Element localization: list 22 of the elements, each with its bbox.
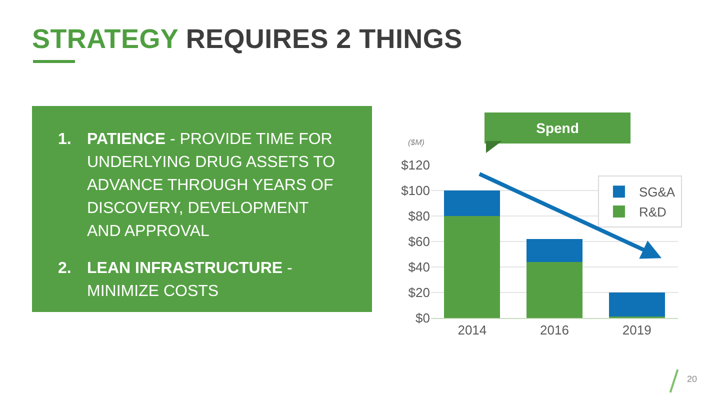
bar xyxy=(526,238,582,262)
x-tick-label: 2019 xyxy=(622,322,652,338)
y-tick-label: $0 xyxy=(416,310,430,326)
legend-label: SG&A xyxy=(638,184,676,200)
text: Spend xyxy=(536,120,579,136)
y-tick-label: $40 xyxy=(408,260,430,275)
bar xyxy=(608,292,665,317)
bar xyxy=(444,216,500,318)
y-tick-label: $100 xyxy=(401,183,430,198)
text-panel: 1. PATIENCE - PROVIDE TIME FOR UNDERLYING DRUG ASSETS TO ADVANCE THROUGH YEARS OF DISCOVERY, DEVELOPMENT AND APPROVAL 2. LEAN INFRASTRUCTURE - MINIMIZE COSTS xyxy=(32,106,372,312)
x-tick-label: 2016 xyxy=(540,322,569,338)
y-tick-label: $20 xyxy=(408,285,430,300)
x-tick-label: 2014 xyxy=(458,322,487,338)
y-tick-label: $60 xyxy=(408,234,430,250)
bar xyxy=(526,262,582,318)
y-axis-title: ($M) xyxy=(408,138,425,147)
text: 20 xyxy=(687,374,698,384)
bar xyxy=(444,190,500,216)
legend-label: R&D xyxy=(638,204,666,220)
chart-title: STRATEGY REQUIRES 2 THINGS xyxy=(32,24,462,55)
y-tick-label: $120 xyxy=(401,158,430,173)
y-tick-label: $80 xyxy=(408,208,430,224)
